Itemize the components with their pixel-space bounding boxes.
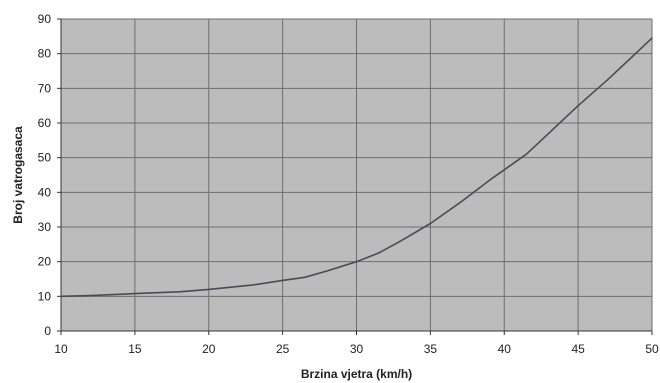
x-tick-label: 40 [498, 342, 512, 356]
y-tick-label: 30 [38, 220, 52, 234]
x-tick-label: 35 [424, 342, 438, 356]
y-axis-ticks: 0 10 20 30 40 50 60 70 80 90 [38, 12, 61, 338]
x-tick-label: 25 [276, 342, 290, 356]
x-tick-label: 50 [645, 342, 659, 356]
y-tick-label: 10 [38, 289, 52, 303]
x-axis-ticks: 10 15 20 25 30 35 40 45 50 [54, 331, 659, 356]
y-tick-label: 70 [38, 81, 52, 95]
y-tick-label: 0 [44, 324, 51, 338]
x-axis-label: Brzina vjetra (km/h) [301, 367, 412, 381]
series-line-0 [60, 37, 653, 298]
y-tick-label: 60 [38, 116, 52, 130]
y-axis-label: Broj vatrogasaca [11, 126, 25, 224]
y-tick-label: 50 [38, 151, 52, 165]
series-layer [60, 37, 653, 298]
y-tick-label: 40 [38, 185, 52, 199]
y-tick-label: 20 [38, 255, 52, 269]
x-tick-label: 20 [202, 342, 216, 356]
x-tick-label: 15 [128, 342, 142, 356]
x-tick-label: 10 [54, 342, 68, 356]
y-tick-label: 80 [38, 47, 52, 61]
x-tick-label: 45 [571, 342, 585, 356]
x-tick-label: 30 [350, 342, 364, 356]
y-tick-label: 90 [38, 12, 52, 26]
